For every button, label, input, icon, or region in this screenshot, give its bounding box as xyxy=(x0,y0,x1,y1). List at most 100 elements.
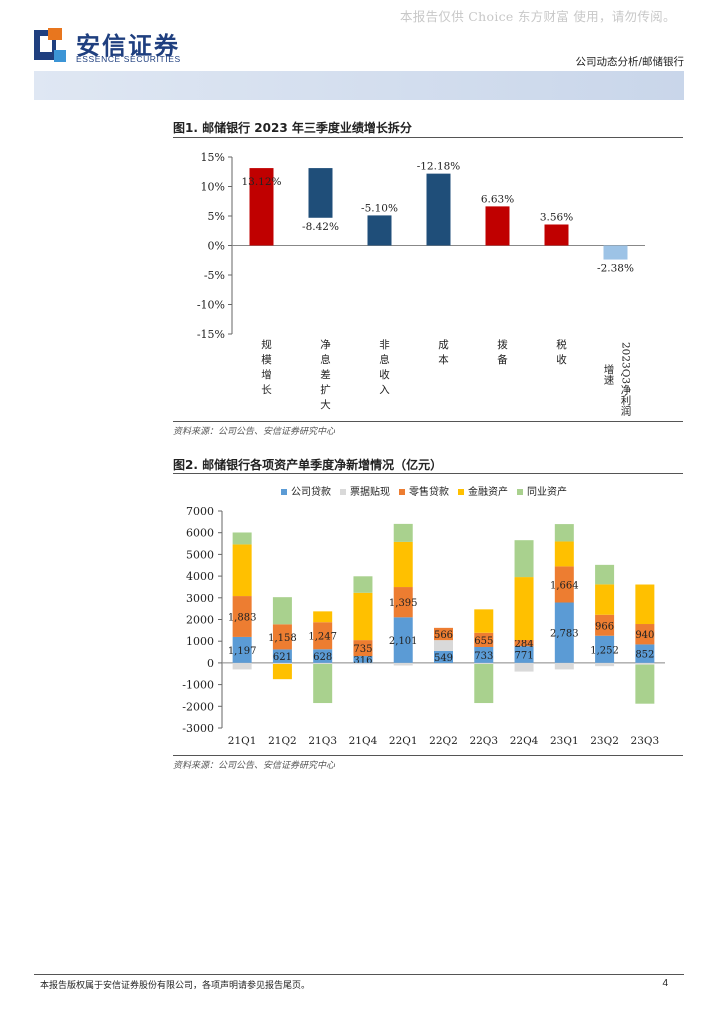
stacked-bar-segment xyxy=(313,662,333,664)
fig2-bottom-rule xyxy=(173,755,683,756)
y-tick-label: -1000 xyxy=(182,679,214,692)
footer-rule xyxy=(34,974,684,975)
fig2-top-rule xyxy=(173,473,683,474)
data-label: 1,395 xyxy=(389,598,418,609)
stacked-bar-chart: 7000 6000 5000 4000 3000 2000 1000 0 -1000 -2000 -… xyxy=(182,505,665,747)
x-category-label: 大 xyxy=(320,398,331,411)
x-category-label: 非 xyxy=(379,339,390,351)
x-category-label: 23Q2 xyxy=(590,735,619,747)
stacked-bar-segment xyxy=(635,584,655,625)
y-tick-label: 2000 xyxy=(186,614,214,627)
data-label: 13.12% xyxy=(241,176,281,188)
waterfall-bar xyxy=(249,168,274,246)
x-category-label: 净 xyxy=(320,338,331,351)
stacked-bar-segment xyxy=(393,541,413,588)
y-tick-label: 0 xyxy=(207,657,214,670)
chart2-legend: 公司贷款 票据贴现 零售贷款 金融资产 同业资产 xyxy=(281,483,576,498)
x-category-label: 拨 xyxy=(497,338,508,351)
data-label: 1,252 xyxy=(590,645,619,656)
data-label: 6.63% xyxy=(481,193,514,205)
waterfall-bar xyxy=(485,206,510,246)
x-category-label: 规 xyxy=(261,338,272,351)
y-tick-label: -2000 xyxy=(182,700,214,713)
stacked-bar-segment xyxy=(514,646,534,663)
waterfall-bar xyxy=(308,168,333,218)
data-label: -12.18% xyxy=(417,161,461,173)
stacked-bar-segment xyxy=(313,622,333,650)
company-logo: 安信证券 ESSENCE SECURITIES xyxy=(34,28,234,68)
stacked-bar-segment xyxy=(313,611,333,623)
legend-swatch xyxy=(458,489,464,495)
header-band xyxy=(34,71,684,100)
legend-label: 金融资产 xyxy=(468,487,508,498)
waterfall-bar xyxy=(426,173,451,246)
legend-item: 零售贷款 xyxy=(399,483,449,498)
waterfall-bar xyxy=(367,215,392,246)
stacked-bar-segment xyxy=(353,656,373,663)
x-category-label: 息 xyxy=(379,353,390,366)
data-label: 1,247 xyxy=(308,632,337,643)
x-category-label: 增速 xyxy=(603,363,615,385)
stacked-bar-segment xyxy=(595,635,615,663)
waterfall-bar xyxy=(544,224,569,246)
y-tick-label: 6000 xyxy=(186,527,214,540)
stacked-bar-segment xyxy=(393,662,413,666)
stacked-bar-segment xyxy=(393,587,413,618)
y-tick-label: -10% xyxy=(197,299,225,312)
stacked-bar-segment xyxy=(474,646,494,663)
y-tick-label: 10% xyxy=(201,181,225,194)
x-category-label: 备 xyxy=(497,353,508,366)
stacked-bar-segment xyxy=(635,644,655,663)
y-tick-label: -15% xyxy=(197,328,225,341)
stacked-bar-segment xyxy=(514,577,534,641)
legend-item: 金融资产 xyxy=(458,483,508,498)
x-category-label: 21Q3 xyxy=(308,735,337,747)
stacked-bar-segment xyxy=(474,663,494,704)
x-category-label: 差 xyxy=(320,368,331,381)
data-label: 621 xyxy=(273,652,292,663)
fig1-source: 资料来源：公司公告、安信证券研究中心 xyxy=(173,427,336,437)
stacked-bar-segment xyxy=(272,663,292,680)
x-category-label: 成 xyxy=(438,339,449,351)
stacked-bar-segment xyxy=(554,662,574,670)
y-tick-label: 1000 xyxy=(186,635,214,648)
x-category-label: 增 xyxy=(261,368,272,381)
data-label: 1,664 xyxy=(550,580,579,591)
legend-swatch xyxy=(340,489,346,495)
stacked-bar-segment xyxy=(554,566,574,603)
stacked-bar-segment xyxy=(635,624,655,645)
stacked-bar-segment xyxy=(232,662,252,670)
x-category-label: 本 xyxy=(438,353,449,366)
x-category-label: 21Q2 xyxy=(268,735,297,747)
legend-label: 票据贴现 xyxy=(350,487,390,498)
data-label: 1,158 xyxy=(268,633,297,644)
watermark: 本报告仅供 Choice 东方财富 使用，请勿传阅。 xyxy=(400,9,676,24)
data-label: -2.38% xyxy=(597,263,634,275)
legend-item: 票据贴现 xyxy=(340,483,390,498)
stacked-bar-segment xyxy=(353,662,373,665)
stacked-bar-segment xyxy=(514,640,534,647)
stacked-bar-segment xyxy=(353,576,373,593)
stacked-bar-segment xyxy=(474,632,494,647)
stacked-bar-segment xyxy=(313,649,333,663)
stacked-bar-segment xyxy=(595,662,615,667)
fig2-source: 资料来源：公司公告、安信证券研究中心 xyxy=(173,761,336,771)
data-label: 284 xyxy=(514,639,533,650)
data-label: 852 xyxy=(635,650,654,661)
data-label: -5.10% xyxy=(361,202,398,214)
data-label: 2,101 xyxy=(389,636,418,647)
x-category-label: 模 xyxy=(261,354,272,366)
data-label: 771 xyxy=(514,651,533,662)
stacked-bar-segment xyxy=(393,617,413,663)
legend-label: 公司贷款 xyxy=(291,487,331,498)
fig2-title: 图2. 邮储银行各项资产单季度净新增情况（亿元） xyxy=(173,458,443,472)
x-category-label: 22Q2 xyxy=(429,735,458,747)
stacked-bar-segment xyxy=(554,524,574,542)
y-tick-label: 5000 xyxy=(186,548,214,561)
stacked-bar-segment xyxy=(554,541,574,567)
stacked-bar-segment xyxy=(313,663,333,704)
stacked-bar-segment xyxy=(595,614,615,636)
stacked-bar-segment xyxy=(272,649,292,663)
stacked-bar-segment xyxy=(232,636,252,663)
